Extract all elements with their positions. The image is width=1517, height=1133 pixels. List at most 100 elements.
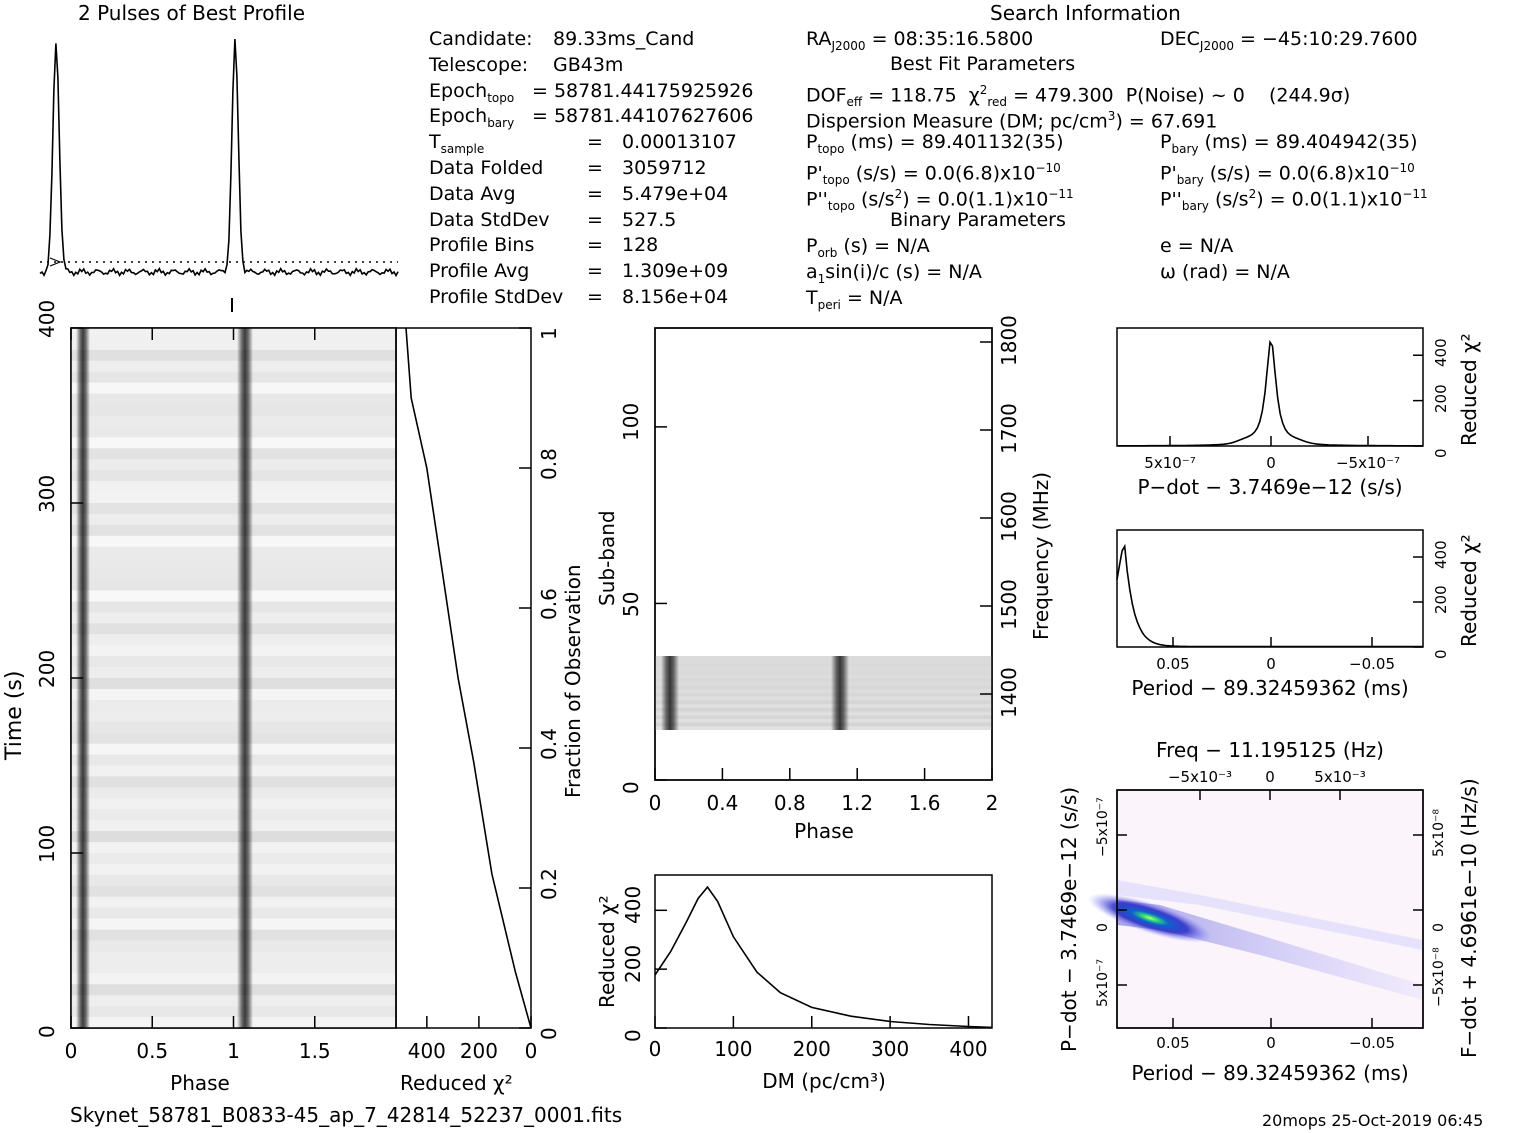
tperi-label: Tperi = N/A xyxy=(806,287,903,312)
omega-label: ω (rad) = N/A xyxy=(1160,261,1290,283)
time-row xyxy=(71,809,396,821)
subband-row xyxy=(655,711,992,716)
subband-row xyxy=(655,696,992,701)
time-row xyxy=(71,1006,396,1018)
dm-frame xyxy=(654,874,993,1029)
time-row xyxy=(71,415,396,427)
time-row xyxy=(71,579,396,591)
info-label: Profile Avg xyxy=(429,260,530,283)
subband-row xyxy=(655,674,992,679)
info-label: Data Avg xyxy=(429,182,516,205)
profile-curve xyxy=(39,38,399,278)
info-value: 5.479e+04 xyxy=(622,182,729,205)
dec-label: DECJ2000 = −45:10:29.7600 xyxy=(1160,28,1418,53)
time-row xyxy=(71,885,396,898)
dm-xlabel: DM (pc/cm³) xyxy=(762,1069,886,1093)
info-value: 0.00013107 xyxy=(622,131,737,154)
time-row xyxy=(71,929,396,941)
time-ylabel: Time (s) xyxy=(2,670,27,760)
time-row xyxy=(71,612,396,624)
time-row xyxy=(71,360,396,373)
time-row xyxy=(71,863,396,876)
time-row xyxy=(71,951,396,963)
dm-panel xyxy=(654,874,993,1029)
time-phase-xtick: 1 xyxy=(227,1039,240,1063)
time-row xyxy=(71,940,396,952)
dof-label: DOFeff = 118.75 χ2red = 479.300 P(Noise)… xyxy=(806,83,1351,110)
pdot-xlabel: P−dot − 3.7469e−12 (s/s) xyxy=(1137,475,1403,499)
fraction-ytick: 0.4 xyxy=(537,728,561,760)
time-row xyxy=(71,787,396,799)
time-row xyxy=(71,546,396,559)
pulse-track-2 xyxy=(237,328,253,1028)
footer-timestamp: 20mops 25-Oct-2019 06:45 xyxy=(1262,1111,1484,1130)
fraction-ytick: 0 xyxy=(537,1027,561,1040)
dm-ytick: 400 xyxy=(621,886,645,925)
pdbary-label: P'bary (s/s) = 0.0(6.8)x10−10 xyxy=(1160,161,1415,188)
info-label: Data Folded xyxy=(429,157,544,179)
info-value: 1.309e+09 xyxy=(622,260,729,283)
subband-xtick: 2 xyxy=(985,791,999,815)
best-fit-title: Best Fit Parameters xyxy=(890,53,1076,75)
info-label: Epochbary xyxy=(429,105,515,131)
period-frame xyxy=(1116,529,1424,648)
subband-xtick: 0.8 xyxy=(773,791,806,815)
time-ytick: 100 xyxy=(35,824,59,863)
info-label: Epochtopo xyxy=(429,79,515,105)
time-row xyxy=(71,634,396,646)
info-label: Telescope: xyxy=(429,53,529,76)
info-value: 8.156e+04 xyxy=(622,286,729,308)
dm-xtick: 400 xyxy=(949,1037,988,1061)
time-phase-xtick: 0.5 xyxy=(136,1039,169,1063)
ppd-ylabel: P−dot − 3.7469e−12 (s/s) xyxy=(1057,786,1081,1052)
subband-panel xyxy=(654,327,993,781)
search-info-title: Search Information xyxy=(990,1,1181,25)
time-row xyxy=(71,918,396,931)
period-pdot-panel xyxy=(1088,789,1424,1029)
info-equals: = xyxy=(587,260,603,283)
ppd-top-xtick: 0 xyxy=(1265,768,1275,786)
subband-row xyxy=(655,718,992,723)
dm-label: Dispersion Measure (DM; pc/cm3) = 67.691 xyxy=(806,109,1218,133)
ppd-title: Freq − 11.195125 (Hz) xyxy=(1156,738,1384,762)
frequency-ytick: 1600 xyxy=(997,491,1021,542)
info-label: Tsample xyxy=(429,131,485,156)
subband-xtick: 0.4 xyxy=(706,791,739,815)
chi2-time-panel xyxy=(395,327,532,1029)
time-row xyxy=(71,437,396,449)
period-xtick: 0 xyxy=(1266,655,1276,673)
time-row xyxy=(71,503,396,515)
info-equals: = xyxy=(587,131,603,154)
fraction-ytick: 1 xyxy=(537,327,561,340)
time-ytick: 0 xyxy=(35,1025,59,1038)
period-ylabel: Reduced χ² xyxy=(1457,534,1481,647)
time-row xyxy=(71,842,396,854)
time-row xyxy=(71,492,396,504)
period-ytick: 200 xyxy=(1432,585,1450,614)
time-row xyxy=(71,688,396,701)
frequency-ytick: 1800 xyxy=(997,315,1021,366)
dm-xtick: 200 xyxy=(792,1037,831,1061)
footer-filename: Skynet_58781_B0833-45_ap_7_42814_52237_0… xyxy=(70,1103,623,1127)
time-row xyxy=(71,382,396,395)
subband-ylabel: Sub-band xyxy=(595,510,619,606)
chi2-time-xtick: 400 xyxy=(407,1039,446,1063)
dm-ytick: 0 xyxy=(621,1029,645,1042)
time-row xyxy=(71,568,396,581)
subband-row xyxy=(655,663,992,668)
time-row xyxy=(71,513,396,526)
info-value: 3059712 xyxy=(622,157,707,179)
chi2-time-frame xyxy=(395,327,532,1029)
time-row xyxy=(71,678,396,690)
time-row xyxy=(71,448,396,460)
ppd-right-ylabel: F−dot + 4.6961e−10 (Hz/s) xyxy=(1457,778,1481,1058)
ppd-ytick: 0 xyxy=(1095,923,1111,932)
dm-xtick: 0 xyxy=(648,1037,662,1061)
time-row xyxy=(71,732,396,745)
info-equals: = xyxy=(587,157,603,179)
pdot-xtick: 5x10⁻⁷ xyxy=(1144,454,1196,472)
pdot-frame xyxy=(1116,327,1424,447)
time-row xyxy=(71,393,396,406)
time-row xyxy=(71,699,396,712)
